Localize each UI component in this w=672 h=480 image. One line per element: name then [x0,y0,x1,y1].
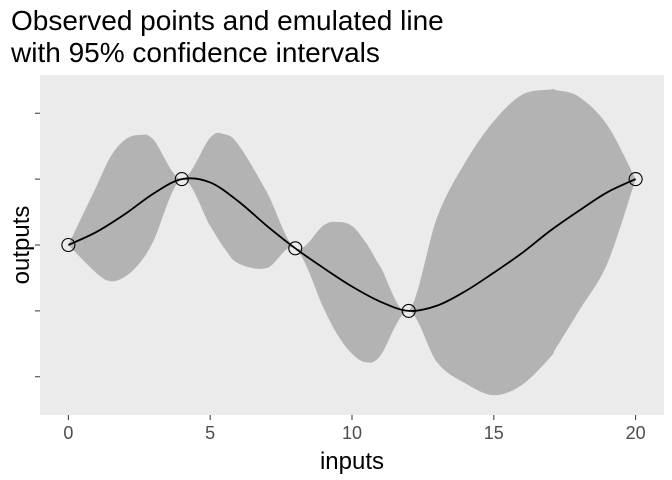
point-layer [61,172,643,318]
observed-point [628,172,643,187]
line-layer [67,177,637,312]
emulated-line [67,177,637,312]
chart-title-line-1: Observed points and emulated line [11,5,444,36]
x-axis: 0 5 10 15 20 [63,415,646,443]
chart-title: Observed points and emulated line with 9… [11,5,444,69]
observed-point [61,237,76,253]
observed-point [288,241,303,256]
confidence-ribbon [68,89,636,396]
x-tick-label: 5 [205,423,215,443]
y-axis-title: outputs [8,206,35,285]
chart-title-line-2: with 95% confidence intervals [11,37,380,68]
y-axis [35,112,40,378]
x-tick-label: 10 [342,423,362,443]
observed-point [401,303,416,318]
x-tick-label: 0 [63,423,73,443]
x-tick-label: 20 [626,423,646,443]
x-tick-label: 15 [484,423,504,443]
x-axis-title: inputs [320,448,384,475]
observed-point [174,172,189,187]
ribbon-layer [68,89,636,396]
